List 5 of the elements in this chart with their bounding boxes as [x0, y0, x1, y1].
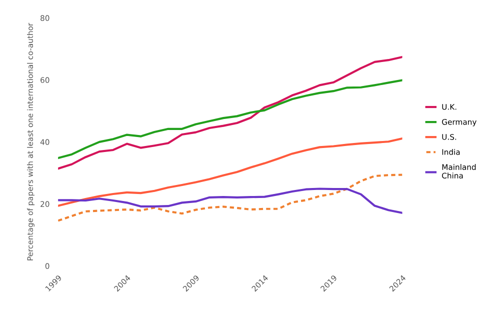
line-series [58, 56, 402, 170]
line-series [58, 188, 402, 214]
line-series [58, 137, 402, 207]
line-series [58, 174, 402, 222]
line-series [58, 79, 402, 160]
